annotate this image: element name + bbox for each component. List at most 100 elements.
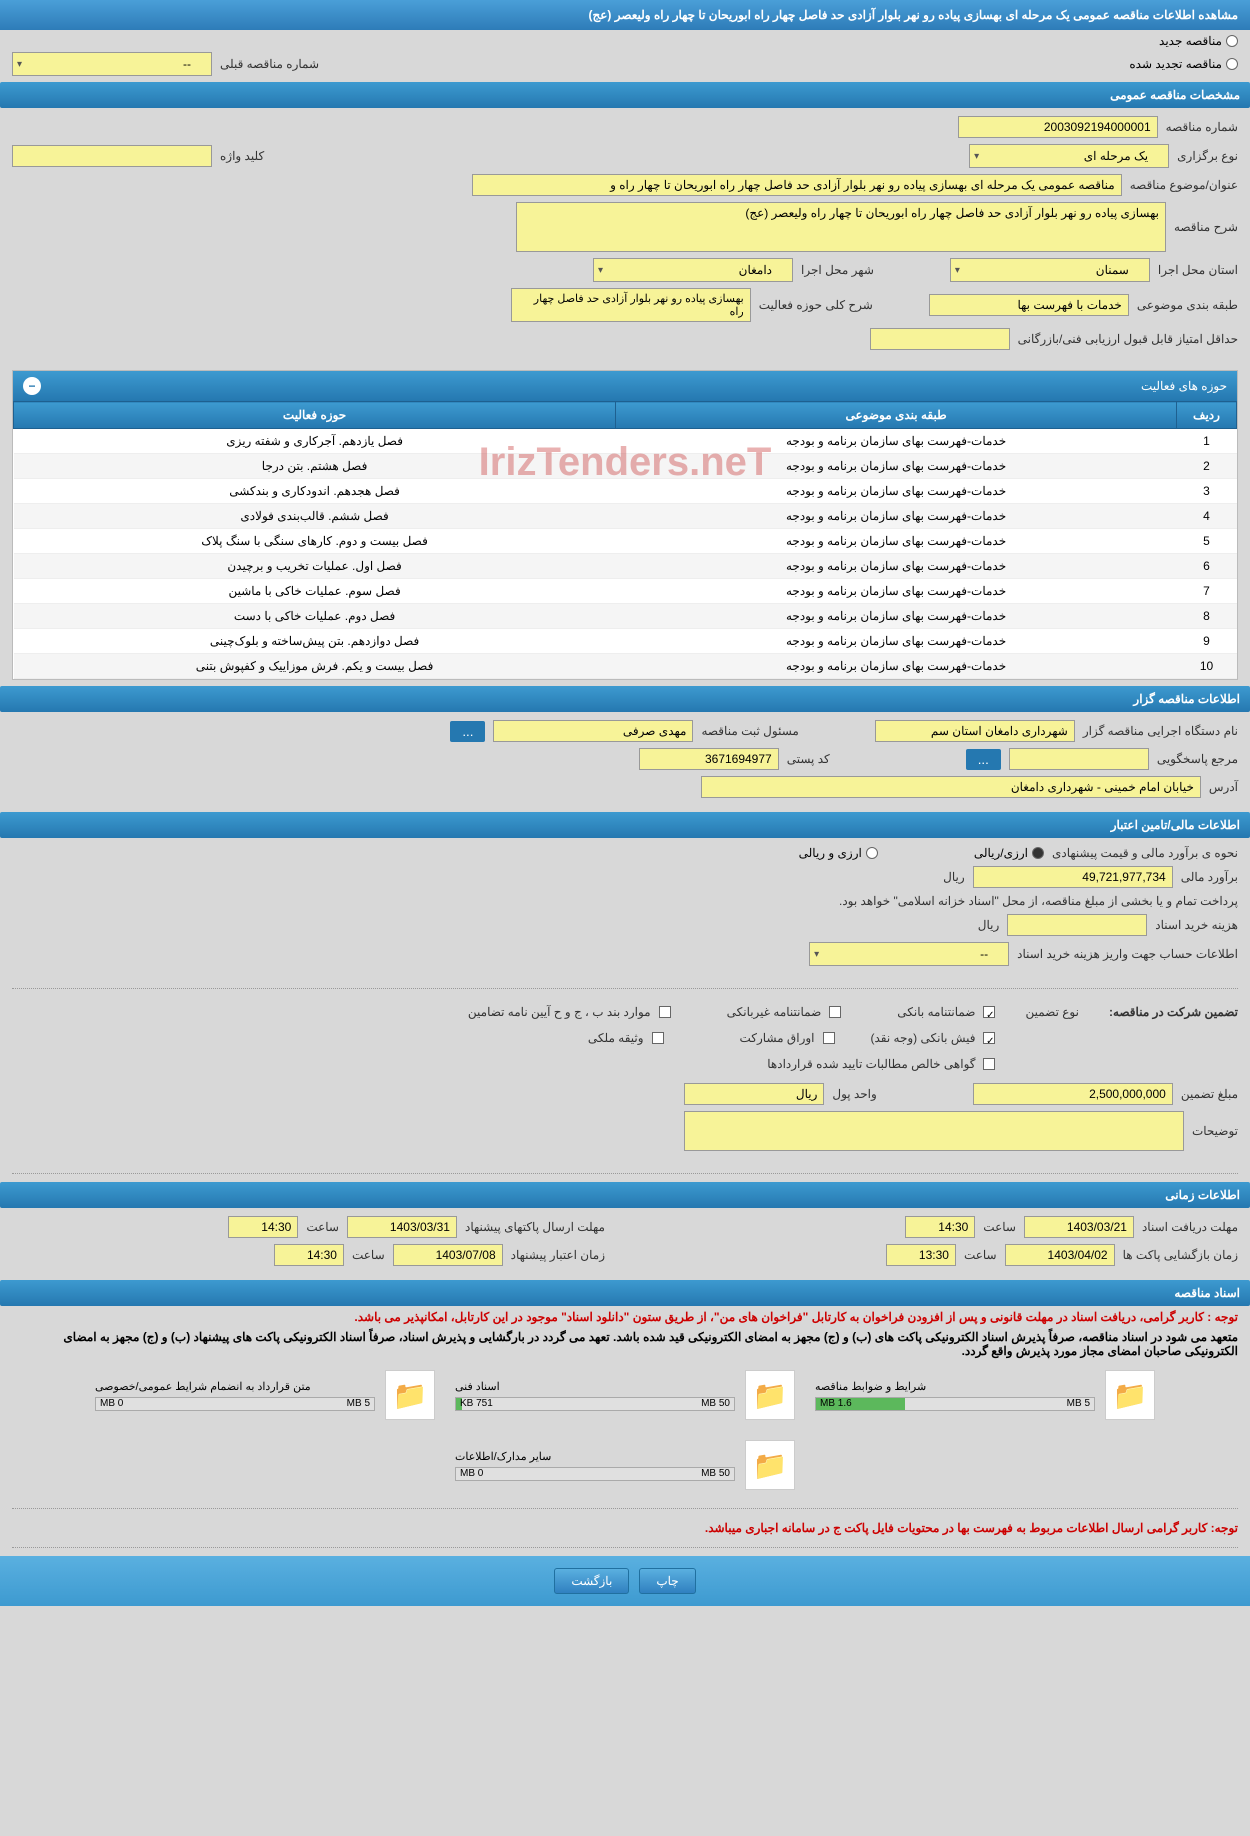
prev-number-select[interactable]: -- <box>12 52 212 76</box>
folder-icon: 📁 <box>745 1370 795 1420</box>
table-row: 9خدمات-فهرست بهای سازمان برنامه و بودجهف… <box>14 629 1237 654</box>
payment-note: پرداخت تمام و یا بخشی از مبلغ مناقصه، از… <box>839 894 1238 908</box>
check-g7[interactable] <box>983 1058 995 1070</box>
validity-date: 1403/07/08 <box>393 1244 503 1266</box>
radio-arzi-riali[interactable]: ارزی/ریالی <box>974 846 1044 860</box>
check-g1[interactable] <box>983 1006 995 1018</box>
check-g2[interactable] <box>829 1006 841 1018</box>
section-financial: اطلاعات مالی/تامین اعتبار <box>0 812 1250 838</box>
guarantee-amount-label: مبلغ تضمین <box>1181 1087 1238 1101</box>
send-time: 14:30 <box>228 1216 298 1238</box>
radio-renewed-label: مناقصه تجدید شده <box>1129 57 1222 71</box>
check-g4[interactable] <box>983 1032 995 1044</box>
type-label: نوع برگزاری <box>1177 149 1238 163</box>
open-date: 1403/04/02 <box>1005 1244 1115 1266</box>
collapse-icon[interactable]: − <box>23 377 41 395</box>
time-label-1: ساعت <box>983 1220 1016 1234</box>
org-field: شهرداری دامغان استان سم <box>875 720 1075 742</box>
responsible-field: مهدی صرفی <box>493 720 693 742</box>
method-label: نحوه ی برآورد مالی و قیمت پیشنهادی <box>1052 846 1238 860</box>
time-label-2: ساعت <box>964 1248 997 1262</box>
col-activity: حوزه فعالیت <box>14 402 616 429</box>
doc-cost-field[interactable] <box>1007 914 1147 936</box>
doc-progress: 50 MB0 MB <box>455 1467 735 1481</box>
col-row: ردیف <box>1177 402 1237 429</box>
type-select[interactable]: یک مرحله ای <box>969 144 1169 168</box>
responsible-label: مسئول ثبت مناقصه <box>701 724 798 738</box>
validity-time: 14:30 <box>274 1244 344 1266</box>
unit-label: واحد پول <box>832 1087 876 1101</box>
doc-cost-label: هزینه خرید اسناد <box>1155 918 1238 932</box>
doc-progress: 5 MB1.6 MB <box>815 1397 1095 1411</box>
activity-table: ردیف طبقه بندی موضوعی حوزه فعالیت 1خدمات… <box>13 401 1237 679</box>
back-button[interactable]: بازگشت <box>554 1568 629 1594</box>
doc-title: شرایط و ضوابط مناقصه <box>815 1380 1095 1393</box>
city-select[interactable]: دامغان <box>593 258 793 282</box>
print-button[interactable]: چاپ <box>639 1568 695 1594</box>
receive-time: 14:30 <box>905 1216 975 1238</box>
topic-field: خدمات با فهرست بها <box>929 294 1129 316</box>
keyword-field[interactable] <box>12 145 212 167</box>
province-label: استان محل اجرا <box>1158 263 1238 277</box>
send-date: 1403/03/31 <box>347 1216 457 1238</box>
contact-lookup-button[interactable]: ... <box>966 749 1001 770</box>
guarantee-section-label: تضمین شرکت در مناقصه: <box>1109 1005 1238 1019</box>
doc-card[interactable]: 📁 شرایط و ضوابط مناقصه 5 MB1.6 MB <box>815 1370 1155 1420</box>
responsible-lookup-button[interactable]: ... <box>450 721 485 742</box>
tender-number-field: 2003092194000001 <box>958 116 1158 138</box>
receive-label: مهلت دریافت اسناد <box>1142 1220 1238 1234</box>
doc-progress: 5 MB0 MB <box>95 1397 375 1411</box>
send-label: مهلت ارسال پاکتهای پیشنهاد <box>465 1220 605 1234</box>
time-label-4: ساعت <box>352 1248 385 1262</box>
estimate-field: 49,721,977,734 <box>973 866 1173 888</box>
contact-field[interactable] <box>1009 748 1149 770</box>
receive-date: 1403/03/21 <box>1024 1216 1134 1238</box>
folder-icon: 📁 <box>745 1440 795 1490</box>
radio-new-tender[interactable]: مناقصه جدید <box>1159 34 1238 48</box>
city-label: شهر محل اجرا <box>801 263 874 277</box>
radio-new-label: مناقصه جدید <box>1159 34 1222 48</box>
table-row: 10خدمات-فهرست بهای سازمان برنامه و بودجه… <box>14 654 1237 679</box>
doc-card[interactable]: 📁 اسناد فنی 50 MB751 KB <box>455 1370 795 1420</box>
estimate-label: برآورد مالی <box>1181 870 1238 884</box>
table-row: 8خدمات-فهرست بهای سازمان برنامه و بودجهف… <box>14 604 1237 629</box>
postal-label: کد پستی <box>787 752 830 766</box>
folder-icon: 📁 <box>385 1370 435 1420</box>
time-label-3: ساعت <box>306 1220 339 1234</box>
section-timing: اطلاعات زمانی <box>0 1182 1250 1208</box>
doc-title: اسناد فنی <box>455 1380 735 1393</box>
check-g6[interactable] <box>652 1032 664 1044</box>
guarantee-desc-field[interactable] <box>684 1111 1184 1151</box>
table-row: 1خدمات-فهرست بهای سازمان برنامه و بودجهف… <box>14 429 1237 454</box>
radio-both[interactable]: ارزی و ریالی <box>799 846 878 860</box>
doc-title: سایر مدارک/اطلاعات <box>455 1450 735 1463</box>
doc-card[interactable]: 📁 متن قرارداد به انضمام شرایط عمومی/خصوص… <box>95 1370 435 1420</box>
doc-progress: 50 MB751 KB <box>455 1397 735 1411</box>
activity-desc-field: بهسازی پیاده رو نهر بلوار آزادی حد فاصل … <box>511 288 751 322</box>
account-select[interactable]: -- <box>809 942 1009 966</box>
open-label: زمان بازگشایی پاکت ها <box>1123 1248 1238 1262</box>
table-row: 2خدمات-فهرست بهای سازمان برنامه و بودجهف… <box>14 454 1237 479</box>
section-general: مشخصات مناقصه عمومی <box>0 82 1250 108</box>
subject-label: عنوان/موضوع مناقصه <box>1130 178 1238 192</box>
rial-unit: ریال <box>943 870 965 884</box>
activity-table-title: حوزه های فعالیت <box>1141 379 1227 393</box>
section-documents: اسناد مناقصه <box>0 1280 1250 1306</box>
table-row: 3خدمات-فهرست بهای سازمان برنامه و بودجهف… <box>14 479 1237 504</box>
table-row: 5خدمات-فهرست بهای سازمان برنامه و بودجهف… <box>14 529 1237 554</box>
address-label: آدرس <box>1209 780 1238 794</box>
table-row: 6خدمات-فهرست بهای سازمان برنامه و بودجهف… <box>14 554 1237 579</box>
postal-field: 3671694977 <box>639 748 779 770</box>
radio-renewed-tender[interactable]: مناقصه تجدید شده <box>1129 57 1238 71</box>
doc-card[interactable]: 📁 سایر مدارک/اطلاعات 50 MB0 MB <box>455 1440 795 1490</box>
check-g3[interactable] <box>659 1006 671 1018</box>
min-score-field[interactable] <box>870 328 1010 350</box>
doc-title: متن قرارداد به انضمام شرایط عمومی/خصوصی <box>95 1380 375 1393</box>
province-select[interactable]: سمنان <box>950 258 1150 282</box>
section-holder: اطلاعات مناقصه گزار <box>0 686 1250 712</box>
desc-field: بهسازی پیاده رو نهر بلوار آزادی حد فاصل … <box>516 202 1166 252</box>
account-label: اطلاعات حساب جهت واریز هزینه خرید اسناد <box>1017 947 1238 961</box>
check-g5[interactable] <box>823 1032 835 1044</box>
tender-number-label: شماره مناقصه <box>1166 120 1238 134</box>
validity-label: زمان اعتبار پیشنهاد <box>511 1248 605 1262</box>
